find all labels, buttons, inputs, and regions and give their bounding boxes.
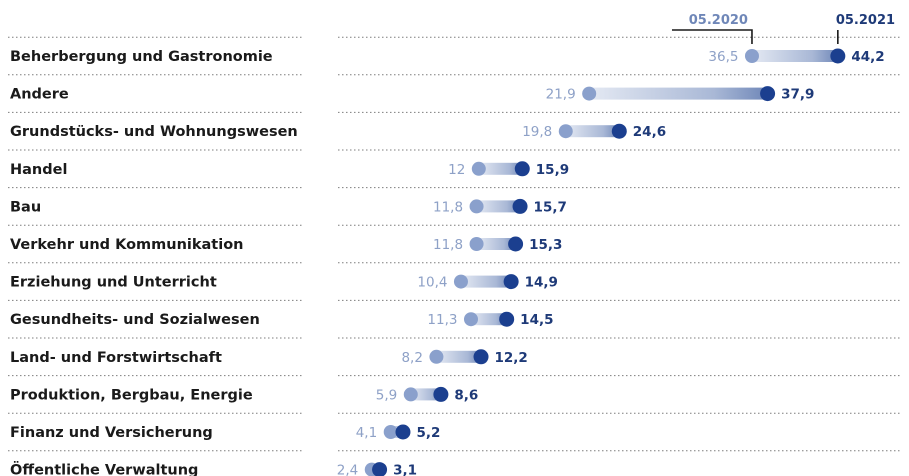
dot-2021 xyxy=(611,123,627,139)
change-bar xyxy=(460,275,512,288)
chart-row: Erziehung und Unterricht 10,4 14,9 xyxy=(10,274,558,291)
value-2020-label: 36,5 xyxy=(708,49,738,65)
chart-row: Öffentliche Verwaltung 2,4 3,1 xyxy=(10,461,417,476)
change-bar xyxy=(476,200,521,213)
legend-new-label: 05.2021 xyxy=(836,13,895,28)
value-2021-label: 3,1 xyxy=(393,463,417,476)
chart-row: Gesundheits- und Sozialwesen 11,3 14,5 xyxy=(10,311,553,328)
dot-2020 xyxy=(471,161,486,176)
dot-2020 xyxy=(383,425,398,439)
value-2021-label: 15,3 xyxy=(529,237,562,253)
category-label: Bau xyxy=(10,199,41,215)
value-2020-label: 11,8 xyxy=(433,237,463,253)
value-2021-label: 14,5 xyxy=(520,312,553,328)
category-label: Gesundheits- und Sozialwesen xyxy=(10,312,260,328)
dot-2020 xyxy=(558,124,573,139)
category-label: Finanz und Versicherung xyxy=(10,425,213,441)
value-2021-label: 15,9 xyxy=(536,162,569,178)
dot-2021 xyxy=(760,86,776,102)
value-2021-label: 14,9 xyxy=(525,275,558,291)
chart-row: Land- und Forstwirtschaft 8,2 12,2 xyxy=(10,349,528,366)
dot-2020 xyxy=(429,349,444,364)
dot-2021 xyxy=(830,48,846,64)
chart-row: Bau 11,8 15,7 xyxy=(10,198,567,215)
dot-2020 xyxy=(582,86,597,101)
value-2021-label: 44,2 xyxy=(851,49,884,65)
change-bar xyxy=(436,350,482,363)
chart-row: Handel 12 15,9 xyxy=(10,161,569,178)
change-bar xyxy=(470,313,507,326)
dot-2020 xyxy=(744,49,759,63)
value-2021-label: 24,6 xyxy=(633,124,666,140)
change-bar xyxy=(589,87,768,100)
category-label: Verkehr und Kommunikation xyxy=(10,237,244,253)
value-2020-label: 21,9 xyxy=(546,87,576,103)
value-2020-label: 12 xyxy=(448,162,465,178)
category-label: Andere xyxy=(10,87,69,103)
dot-2021 xyxy=(508,236,524,252)
dot-2021 xyxy=(372,462,388,476)
value-2021-label: 12,2 xyxy=(495,350,528,366)
value-2020-label: 11,3 xyxy=(427,312,457,328)
value-2020-label: 5,9 xyxy=(376,387,397,403)
dot-2021 xyxy=(473,349,489,365)
change-bar xyxy=(751,50,838,62)
value-2020-label: 11,8 xyxy=(433,199,463,215)
dot-2021 xyxy=(503,274,519,290)
chart-row: Andere 21,9 37,9 xyxy=(10,86,814,103)
value-2021-label: 15,7 xyxy=(534,199,567,215)
chart-row: Produktion, Bergbau, Energie 5,9 8,6 xyxy=(10,386,478,403)
value-2021-label: 5,2 xyxy=(416,425,440,441)
category-label: Grundstücks- und Wohnungswesen xyxy=(10,124,298,140)
dot-2021 xyxy=(499,311,515,327)
change-bar xyxy=(478,162,523,175)
dot-2020 xyxy=(469,237,484,251)
legend-old-label: 05.2020 xyxy=(689,13,748,28)
value-2020-label: 2,4 xyxy=(337,463,358,476)
category-label: Öffentliche Verwaltung xyxy=(10,461,198,476)
dot-2020 xyxy=(453,274,468,289)
dot-2020 xyxy=(463,312,478,327)
category-label: Erziehung und Unterricht xyxy=(10,275,217,291)
dot-2021 xyxy=(514,161,530,177)
dot-2021 xyxy=(395,424,411,440)
category-label: Produktion, Bergbau, Energie xyxy=(10,387,253,403)
value-2020-label: 10,4 xyxy=(417,275,447,291)
legend-old-marker xyxy=(671,29,753,44)
value-2021-label: 8,6 xyxy=(454,387,478,403)
value-2021-label: 37,9 xyxy=(781,87,814,103)
dot-2021 xyxy=(512,198,528,214)
value-2020-label: 19,8 xyxy=(522,124,552,140)
chart-row: Verkehr und Kommunikation 11,8 15,3 xyxy=(10,236,562,253)
value-2020-label: 4,1 xyxy=(356,425,377,441)
category-label: Land- und Forstwirtschaft xyxy=(10,350,222,366)
change-bar xyxy=(410,388,441,401)
chart-row: Beherbergung und Gastronomie 36,5 44,2 xyxy=(10,48,885,65)
category-label: Handel xyxy=(10,162,67,178)
value-2020-label: 8,2 xyxy=(401,350,422,366)
chart-row: Finanz und Versicherung 4,1 5,2 xyxy=(10,424,440,441)
dot-2020 xyxy=(403,387,418,402)
category-label: Beherbergung und Gastronomie xyxy=(10,49,273,65)
change-bar xyxy=(476,238,516,250)
dot-2021 xyxy=(433,386,449,402)
dot-2020 xyxy=(469,199,484,214)
change-bar xyxy=(565,125,620,138)
chart-row: Grundstücks- und Wohnungswesen 19,8 24,6 xyxy=(10,123,666,140)
